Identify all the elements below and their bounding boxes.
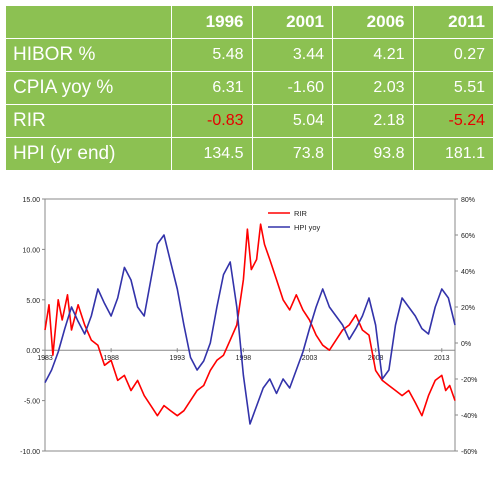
y-right-tick-label: 60%: [461, 233, 475, 240]
legend: RIR HPI yoy: [268, 209, 321, 232]
y-right-tick-label: -60%: [461, 449, 477, 456]
y-right-tick-label: -40%: [461, 413, 477, 420]
row-label: HPI (yr end): [5, 137, 172, 171]
table-cell: 181.1: [412, 137, 494, 171]
y-right-tick-label: -20%: [461, 377, 477, 384]
x-tick-label: 1998: [236, 355, 252, 362]
y-left-tick-label: -10.00: [20, 449, 40, 456]
y-left-tick-label: 15.00: [22, 197, 40, 204]
table-cell: 134.5: [171, 137, 253, 171]
table-cell: 5.04: [251, 104, 333, 138]
x-tick-label: 1983: [37, 355, 53, 362]
y-left-tick-label: 5.00: [26, 298, 40, 305]
row-label: RIR: [5, 104, 172, 138]
plot-border: [44, 198, 456, 452]
x-tick-label: 2008: [368, 355, 384, 362]
table-cell: 5.51: [412, 71, 494, 105]
x-tick-label: 2013: [434, 355, 450, 362]
table-cell: -5.24: [412, 104, 494, 138]
table-cell: 6.31: [171, 71, 253, 105]
x-tick-label: 1993: [169, 355, 185, 362]
axis-ticks: -10.00 -5.00 0.00 5.00 10.00 15.00 -60% -40% -20…: [20, 197, 477, 456]
column-header: 2006: [332, 5, 414, 39]
table-cell: 0.27: [412, 38, 494, 72]
table-row: CPIA yoy % 6.31 -1.60 2.03 5.51: [5, 71, 494, 105]
y-right-tick-label: 0%: [461, 341, 471, 348]
x-tick-label: 2003: [302, 355, 318, 362]
row-label: CPIA yoy %: [5, 71, 172, 105]
table-cell: 4.21: [332, 38, 414, 72]
column-header: 2001: [251, 5, 333, 39]
table-cell: 3.44: [251, 38, 333, 72]
table-header-row: 1996 2001 2006 2011: [5, 5, 494, 39]
column-header: 1996: [171, 5, 253, 39]
y-left-tick-label: 0.00: [26, 348, 40, 355]
series-lines: [44, 223, 456, 425]
table-cell: 93.8: [332, 137, 414, 171]
table-row: HIBOR % 5.48 3.44 4.21 0.27: [5, 38, 494, 72]
table-row: HPI (yr end) 134.5 73.8 93.8 181.1: [5, 137, 494, 171]
y-right-tick-label: 40%: [461, 269, 475, 276]
data-table: 1996 2001 2006 2011 HIBOR % 5.48 3.44 4.…: [5, 5, 494, 171]
table-cell: 5.48: [171, 38, 253, 72]
y-left-tick-label: -5.00: [24, 399, 40, 406]
table-row: RIR -0.83 5.04 2.18 -5.24: [5, 104, 494, 138]
header-corner-cell: [5, 5, 172, 39]
table-cell: -0.83: [171, 104, 253, 138]
table-cell: 2.18: [332, 104, 414, 138]
y-right-tick-label: 80%: [461, 197, 475, 204]
table-cell: -1.60: [251, 71, 333, 105]
legend-label: RIR: [294, 209, 308, 218]
legend-label: HPI yoy: [294, 223, 321, 232]
series-line-hpi-yoy: [44, 234, 456, 425]
y-left-tick-label: 10.00: [22, 247, 40, 254]
row-label: HIBOR %: [5, 38, 172, 72]
x-tick-label: 1988: [103, 355, 119, 362]
column-header: 2011: [412, 5, 494, 39]
table-cell: 73.8: [251, 137, 333, 171]
table-cell: 2.03: [332, 71, 414, 105]
y-right-tick-label: 20%: [461, 305, 475, 312]
line-chart: -10.00 -5.00 0.00 5.00 10.00 15.00 -60% -40% -20…: [20, 197, 477, 456]
plot-frame: [44, 198, 456, 452]
series-line-rir: [44, 223, 456, 417]
